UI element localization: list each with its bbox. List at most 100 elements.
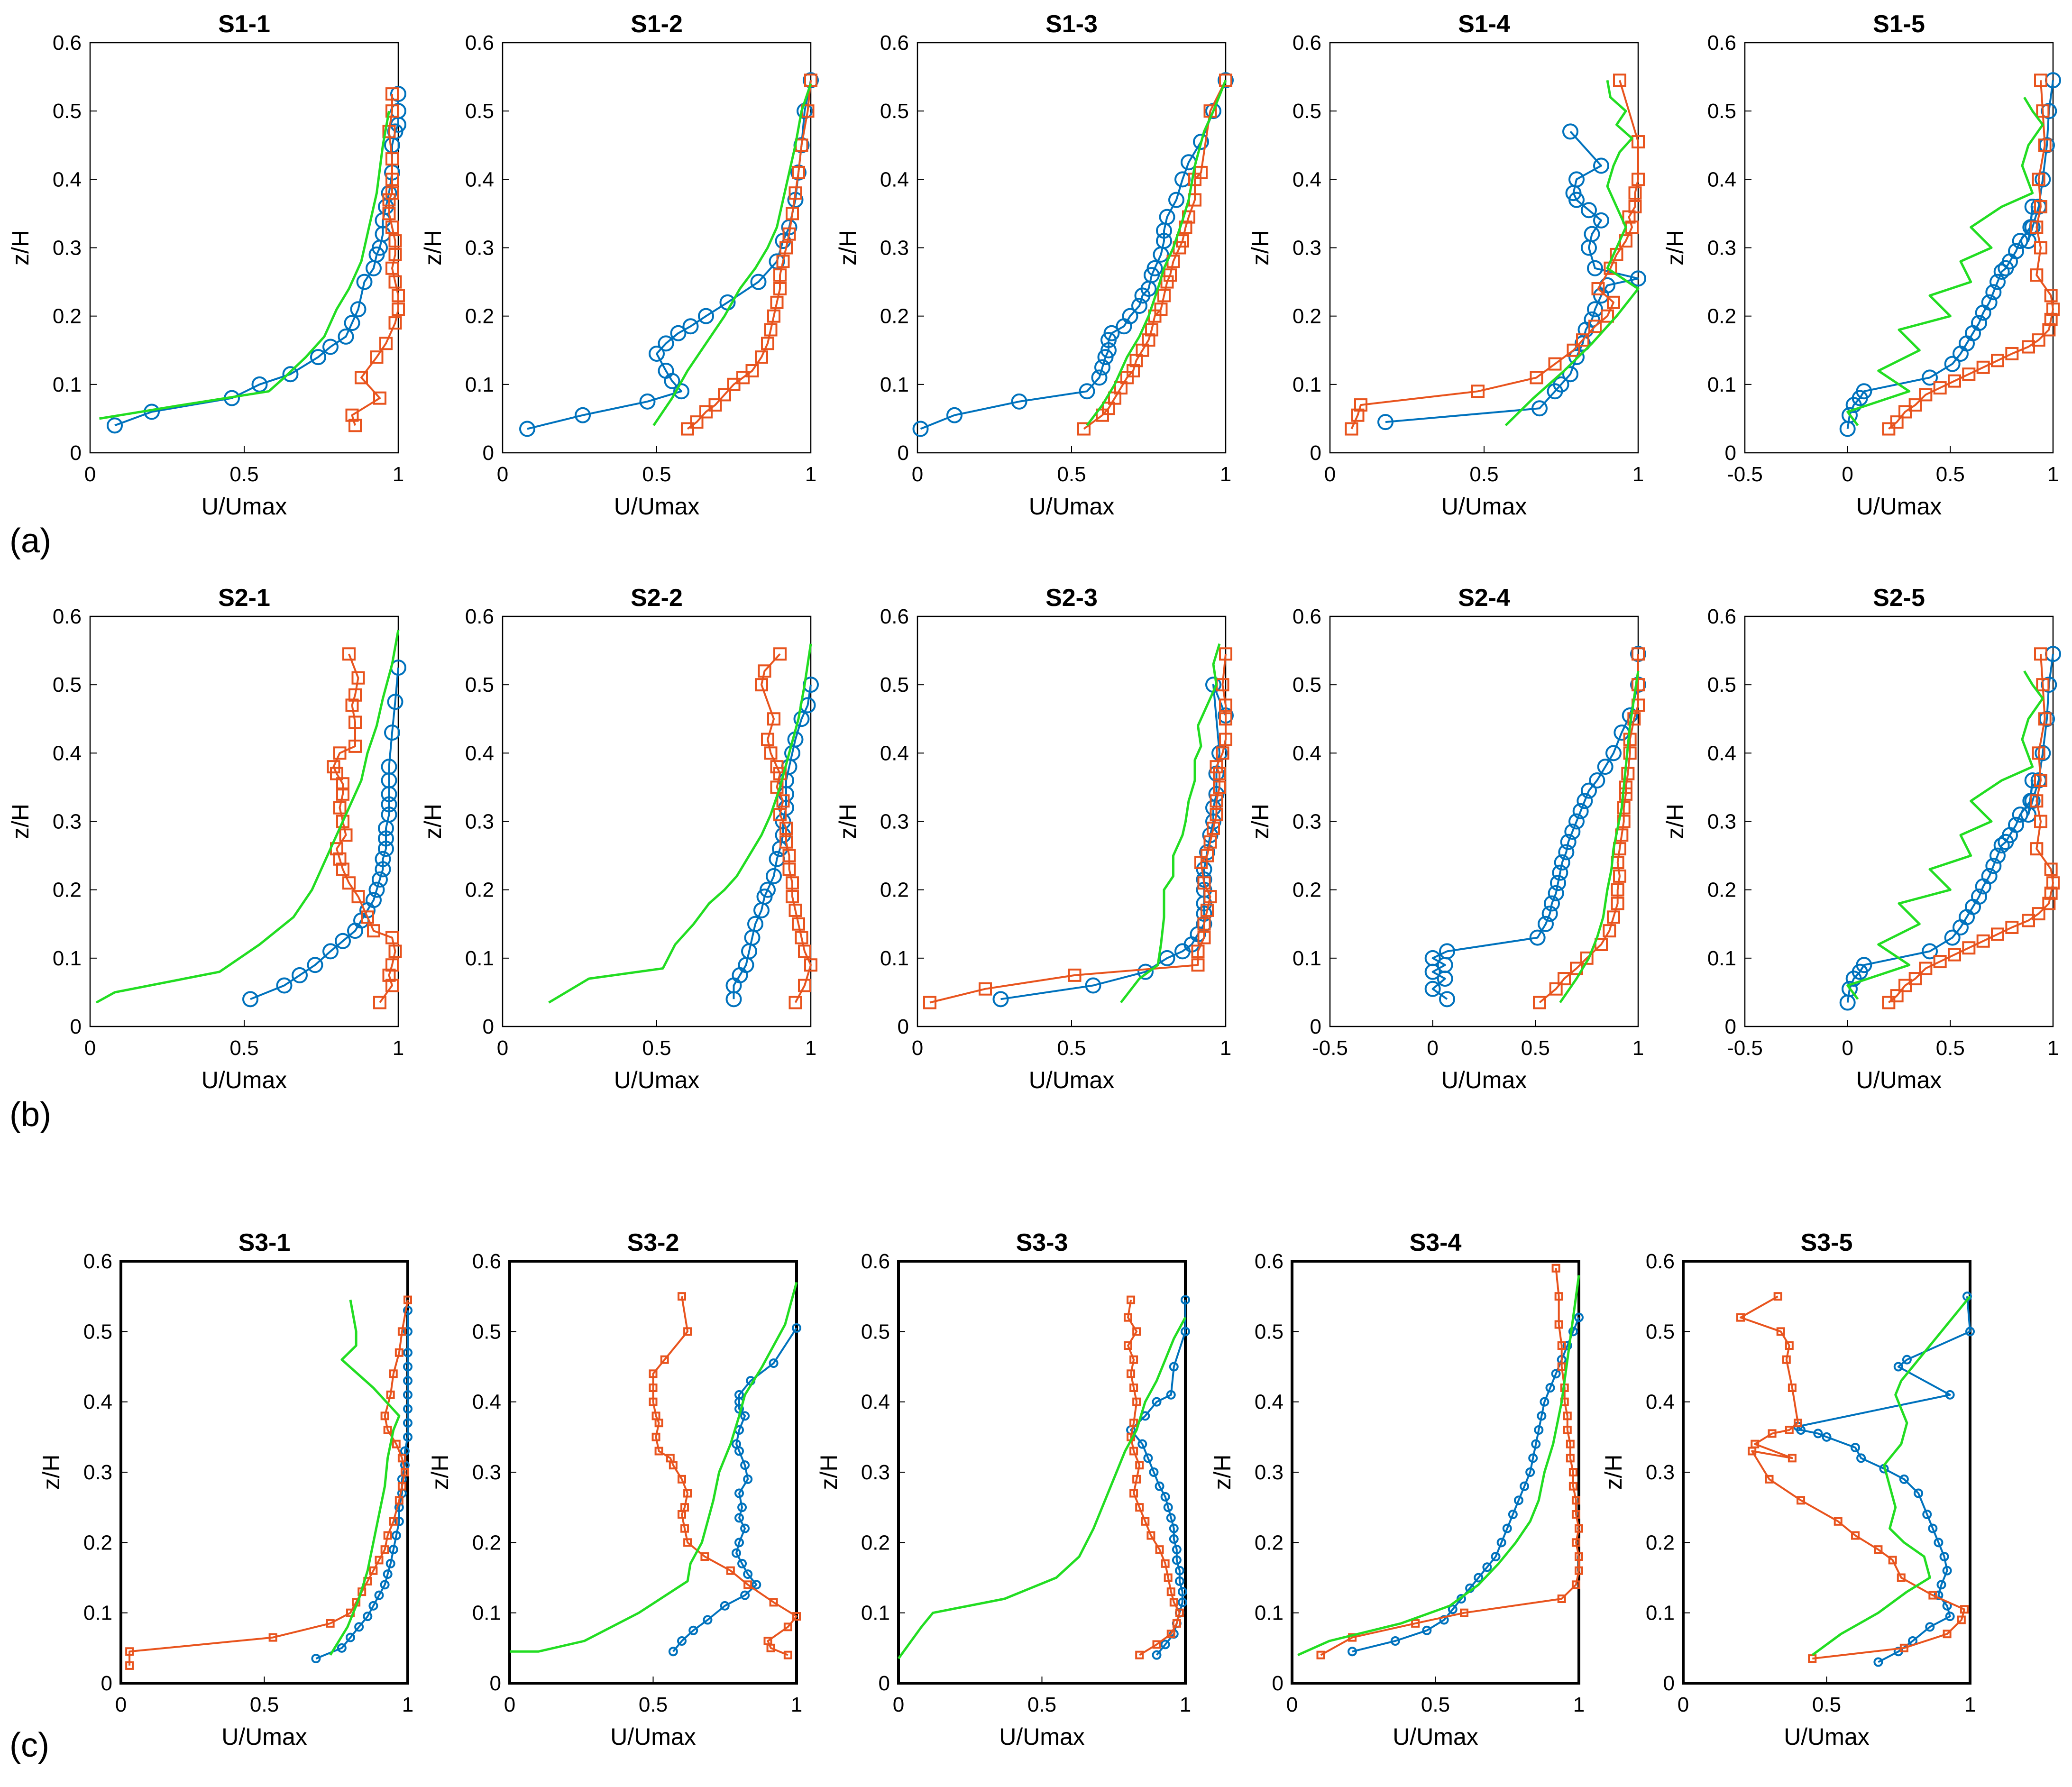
data-point-square [1152,1640,1161,1649]
y-tick-label: 0.6 [861,1250,890,1273]
data-point-square [792,1612,801,1621]
data-point-circle [1422,1625,1432,1635]
data-point-circle [1568,349,1585,366]
data-point-circle [1537,1411,1547,1421]
data-point-circle [1562,1341,1572,1350]
data-point-circle [1584,226,1600,242]
data-point-square [678,1475,686,1484]
y-tick-label: 0 [70,441,82,465]
data-point-square [1613,73,1626,87]
y-axis-label-s3-5: z/H [1600,1455,1627,1490]
data-point-square [666,1454,675,1463]
data-point-square [1135,1650,1144,1659]
data-point-square [379,337,393,350]
data-point-circle [1168,192,1184,208]
x-tick-label: 1 [1632,463,1644,486]
data-point-circle [346,1632,355,1642]
data-point-square [388,316,402,330]
data-point-square [382,125,396,138]
y-tick-label: 0.6 [53,31,82,55]
chart-title-s2-5: S2-5 [1873,584,1925,612]
plot-area-s2-3 [917,615,1227,1027]
data-point-circle [731,1439,741,1449]
data-point-circle [251,376,268,393]
data-point-square [776,255,790,268]
y-axis-label-s2-3: z/H [834,804,861,839]
x-tick-label: 0.5 [1057,463,1086,486]
chart-s1-1: S1-1 0 0.5 1 0 0.1 0.2 0.3 0.4 0.5 0.6 U/Umax z/H [7,10,406,520]
x-tick-label: -0.5 [1727,463,1763,486]
x-axis-label-s2-2: U/Umax [614,1067,700,1093]
data-point-square [345,408,359,422]
chart-s2-1: S2-1 0 0.5 1 0 0.1 0.2 0.3 0.4 0.5 0.6 U/Umax z/H [7,584,406,1093]
data-point-square [1411,1619,1420,1628]
data-point-square [333,746,347,760]
y-tick-label: 0.4 [1293,168,1321,191]
data-point-square [2044,312,2058,326]
data-point-circle [2024,219,2041,236]
data-point-circle [752,1580,761,1590]
data-point-square [1834,1517,1843,1526]
data-point-square [1213,780,1226,794]
chart-title-s1-2: S1-2 [631,10,683,38]
data-point-circle [403,1327,413,1337]
data-point-circle [2008,816,2024,833]
data-point-square [1899,1643,1908,1652]
x-tick-label: 1 [805,1036,816,1060]
data-point-square [268,1633,277,1642]
data-point-circle [1156,233,1172,249]
data-point-circle [1568,813,1585,830]
data-point-circle [658,363,674,379]
series-line-green [1086,80,1227,426]
data-point-circle [1985,284,2002,301]
data-point-square [1554,1320,1563,1329]
data-point-circle [335,933,351,949]
data-point-square [786,890,799,904]
data-point-square [923,996,936,1009]
y-tick-label: 0 [490,1672,501,1695]
data-point-square [1169,1598,1178,1607]
data-point-square [1897,1573,1906,1582]
y-tick-label: 0.1 [880,947,909,970]
data-point-square [1943,1630,1952,1639]
data-point-square [1627,712,1641,726]
data-point-square [1557,1595,1566,1603]
data-point-square [683,1327,692,1336]
y-axis-label-s3-1: z/H [38,1455,64,1490]
data-point-square [385,104,399,118]
data-point-square [1776,1327,1785,1336]
data-point-square [1919,388,1933,402]
data-point-square [1548,357,1562,371]
data-point-square [367,924,380,938]
data-point-square [339,828,353,842]
y-tick-label: 0 [1725,441,1736,465]
x-tick-label: 1 [393,1036,404,1060]
y-tick-label: 0.5 [1707,100,1736,123]
data-point-square [2022,914,2035,927]
data-point-circle [1945,1390,1955,1400]
data-point-square [2042,897,2056,910]
data-point-circle [387,694,403,710]
y-tick-label: 0 [898,441,909,465]
data-point-square [333,852,347,866]
y-tick-label: 0.5 [1293,673,1321,696]
data-point-circle [1856,1453,1866,1463]
x-tick-label: 1 [1220,463,1231,486]
data-point-circle [1149,1467,1159,1477]
y-tick-label: 0.1 [465,947,494,970]
data-point-circle [1160,1492,1170,1502]
data-point-square [1129,1489,1138,1498]
series-line-orange-square [1888,80,2054,430]
data-point-circle [378,841,394,857]
data-point-square [1460,1608,1468,1617]
y-tick-label: 0.4 [1646,1391,1675,1414]
series-line-orange-square [351,94,399,426]
data-point-square [1558,972,1571,986]
data-point-square [782,862,796,876]
data-point-square [1566,1454,1575,1463]
data-point-circle [403,1347,413,1357]
data-point-circle [1181,1295,1190,1305]
y-axis-label-s3-2: z/H [427,1455,453,1490]
data-point-circle [1587,301,1603,318]
data-point-circle [388,1545,398,1555]
